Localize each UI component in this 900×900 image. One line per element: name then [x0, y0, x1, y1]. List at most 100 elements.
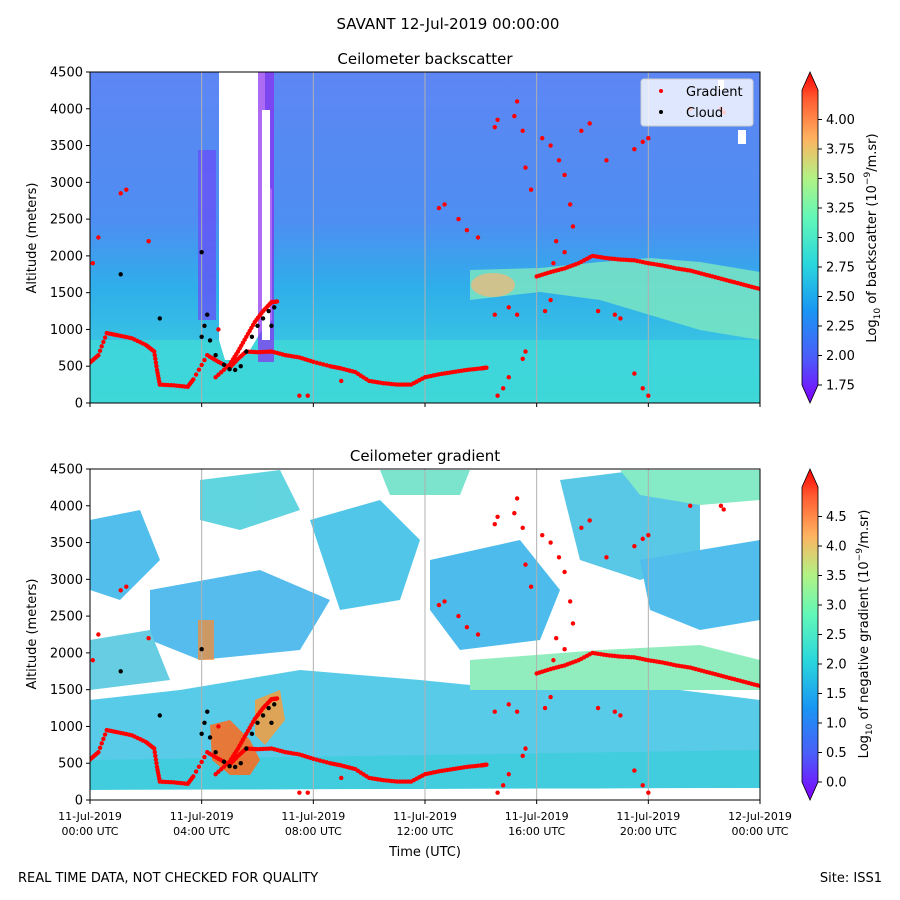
gradient-marker	[96, 352, 101, 358]
gradient-marker	[456, 216, 461, 222]
gradient-marker	[97, 745, 103, 750]
gradient-marker	[570, 224, 576, 229]
colorbar-tick-label: 0.0	[826, 776, 847, 791]
gradient-marker	[154, 761, 159, 766]
gradient-marker	[506, 702, 511, 707]
colorbar-tick-label: 2.5	[826, 628, 847, 643]
cloud-marker	[238, 364, 243, 369]
gradient-marker	[520, 525, 525, 531]
gradient-marker	[464, 227, 470, 233]
y-tick-label: 3500	[50, 139, 83, 154]
gradient-marker	[317, 758, 323, 763]
gradient-marker	[99, 741, 104, 746]
gradient-marker	[464, 624, 470, 630]
y-tick-label: 0	[75, 794, 83, 809]
gradient-marker	[640, 386, 645, 391]
gradient-marker	[500, 783, 506, 788]
backscatter-purple-column	[198, 150, 216, 320]
y-tick-label: 4000	[50, 102, 83, 117]
x-tick-date: 12-Jul-2019	[728, 810, 792, 823]
gradient-marker	[442, 202, 447, 207]
gradient-marker	[321, 362, 326, 367]
gradient-marker	[632, 544, 637, 549]
gradient-marker	[196, 367, 202, 372]
legend-gradient-marker	[659, 89, 663, 93]
legend-gradient-label: Gradient	[686, 85, 743, 100]
y-tick-label: 4000	[50, 499, 83, 514]
gradient-marker	[495, 790, 500, 795]
gradient-marker	[99, 344, 104, 349]
gradient-marker	[153, 757, 159, 762]
footer-right: Site: ISS1	[820, 871, 882, 886]
colorbar-tick-label: 2.00	[826, 349, 855, 364]
gradient-marker	[512, 510, 517, 516]
backscatter-elevated-layer	[470, 258, 760, 340]
cloud-marker	[269, 720, 274, 725]
gradient-markers	[90, 496, 760, 795]
gradient-marker	[90, 658, 95, 663]
gradient-marker	[305, 790, 310, 795]
footer-left: REAL TIME DATA, NOT CHECKED FOR QUALITY	[18, 871, 318, 886]
gradient-marker	[297, 393, 302, 398]
y-tick-label: 2500	[50, 213, 83, 228]
cloud-marker	[205, 312, 210, 317]
gradient-marker	[556, 158, 562, 163]
gradient-marker	[567, 599, 573, 604]
gradient-marker	[757, 286, 760, 292]
y-tick-label: 3000	[50, 176, 83, 191]
gradient-marker	[97, 348, 103, 353]
gradient-marker	[554, 238, 559, 244]
gradient-marker	[542, 308, 548, 314]
cloud-marker	[269, 323, 274, 328]
gradient-marker	[492, 124, 497, 130]
gradient-marker	[202, 357, 207, 363]
gradient-marker	[562, 172, 567, 178]
gradient-marker	[153, 360, 159, 365]
gradient-marker	[640, 139, 645, 145]
colorbar-tick-label: 2.75	[826, 261, 855, 276]
cloud-marker	[199, 731, 204, 736]
cloud-marker	[249, 334, 255, 339]
gradient-marker	[317, 361, 323, 366]
gradient-marker	[506, 772, 511, 777]
backscatter-y-axis: 0 500 1000 1500 2000 2500 3000 3500 4000 4500	[50, 66, 90, 412]
y-tick-label: 4500	[50, 66, 83, 81]
gradient-marker	[562, 569, 567, 575]
colorbar-tick-label: 2.50	[826, 290, 855, 305]
gradient-marker	[540, 136, 545, 141]
backscatter-title: Ceilometer backscatter	[337, 50, 513, 68]
cloud-marker	[118, 669, 123, 674]
cloud-marker	[157, 316, 162, 321]
gradient-marker	[153, 753, 158, 759]
x-tick-date: 11-Jul-2019	[616, 810, 680, 823]
cloud-marker	[157, 713, 162, 718]
x-tick-time: 20:00 UTC	[620, 825, 677, 838]
colorbar-tick-label: 3.25	[826, 202, 855, 217]
y-tick-label: 2500	[50, 610, 83, 625]
gradient-marker	[646, 393, 651, 398]
gradient-marker	[718, 503, 724, 508]
legend-box	[640, 78, 754, 127]
gradient-marker	[96, 749, 101, 755]
cloud-marker	[207, 338, 213, 343]
colorbar-tick-label: 2.25	[826, 320, 855, 335]
gradient-ylabel: Altitude (meters)	[25, 579, 40, 690]
y-tick-label: 3500	[50, 536, 83, 551]
gradient-marker	[632, 371, 637, 376]
cloud-marker	[199, 647, 204, 652]
y-tick-label: 1500	[50, 683, 83, 698]
gradient-marker	[193, 769, 199, 774]
gradient-marker	[528, 584, 534, 589]
gradient-colorbar-bar	[801, 468, 819, 801]
colorbar-tick-label: 0.5	[826, 746, 847, 761]
gradient-marker	[562, 647, 567, 652]
colorbar-tick-label: 2.0	[826, 658, 847, 673]
gradient-marker	[523, 349, 528, 354]
backscatter-panel: Ceilometer backscatter 0 500 1000 1500 2000 2…	[25, 50, 883, 412]
legend-cloud-label: Cloud	[686, 106, 723, 121]
y-tick-label: 1000	[50, 323, 83, 338]
x-tick-time: 00:00 UTC	[61, 825, 118, 838]
gradient-marker	[90, 261, 95, 266]
gradient-marker	[442, 599, 447, 604]
